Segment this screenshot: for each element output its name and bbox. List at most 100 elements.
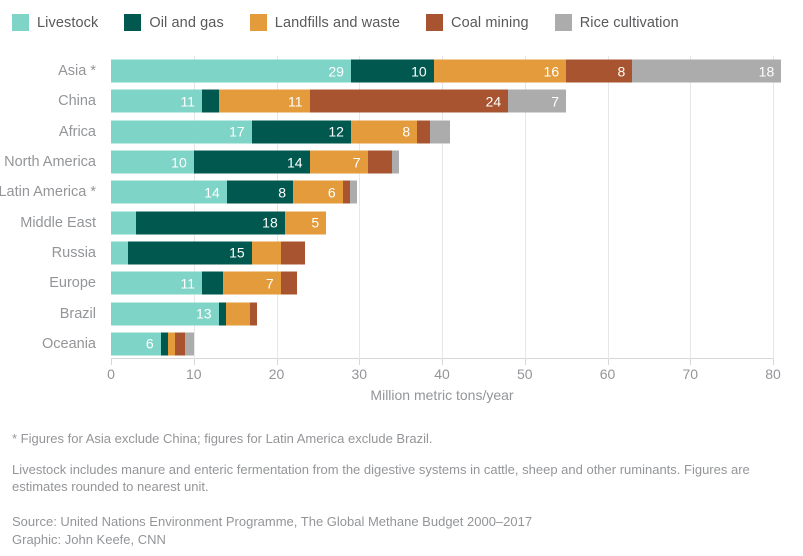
bar-segment[interactable] (202, 89, 219, 113)
bar-segment[interactable] (429, 120, 451, 144)
y-axis-category-label: Russia (51, 244, 96, 261)
bar-segment[interactable]: 11 (111, 271, 203, 295)
bar-segment[interactable]: 6 (111, 332, 161, 356)
bar-segment[interactable]: 14 (111, 180, 227, 204)
bar-segment-value: 18 (758, 63, 775, 80)
y-axis-labels: Asia * China Africa North America Latin Amer… (0, 56, 104, 359)
bar-segment[interactable]: 14 (193, 150, 310, 174)
bar-segment[interactable] (417, 120, 430, 144)
bar-segment[interactable] (342, 180, 350, 204)
bar-segment[interactable]: 5 (284, 211, 327, 235)
bar-segment-value: 11 (180, 275, 196, 292)
bar-segment[interactable] (111, 211, 136, 235)
bar-segment-value: 11 (180, 93, 196, 110)
bar-segment-value: 13 (195, 305, 212, 322)
bar-row[interactable]: 17 12 8 (111, 120, 451, 144)
legend-item-label: Oil and gas (149, 14, 224, 31)
bar-segment[interactable]: 6 (293, 180, 343, 204)
gridline (773, 56, 774, 359)
bar-segment[interactable]: 10 (350, 59, 434, 83)
gridline (607, 56, 609, 359)
legend-item-livestock[interactable]: Livestock (12, 14, 98, 31)
legend-item-label: Rice cultivation (579, 14, 679, 31)
bar-segment[interactable]: 8 (350, 120, 418, 144)
y-axis-category-label: Europe (49, 275, 96, 292)
bar-segment[interactable] (160, 332, 168, 356)
bar-segment[interactable] (225, 302, 251, 326)
bar-row[interactable]: 15 (111, 241, 306, 265)
bar-segment[interactable]: 12 (251, 120, 351, 144)
bar-segment[interactable] (349, 180, 357, 204)
x-axis-tick-label: 10 (185, 366, 202, 382)
bar-segment[interactable]: 18 (632, 59, 782, 83)
bar-segment[interactable] (392, 150, 400, 174)
bar-segment[interactable] (184, 332, 195, 356)
bar-row[interactable]: 18 5 (111, 211, 327, 235)
bar-segment[interactable]: 17 (111, 120, 252, 144)
y-axis-category-label: Middle East (20, 214, 96, 231)
bar-segment[interactable]: 16 (433, 59, 567, 83)
x-axis-tick-mark (193, 359, 195, 365)
legend-swatch-icon (12, 14, 29, 31)
bar-segment[interactable]: 8 (566, 59, 633, 83)
bar-segment[interactable] (111, 241, 128, 265)
gridline (359, 56, 361, 359)
bar-segment[interactable] (167, 332, 175, 356)
legend-item-landfills-and-waste[interactable]: Landfills and waste (249, 14, 400, 31)
legend-swatch-icon (426, 14, 444, 31)
bar-segment[interactable]: 7 (309, 150, 368, 174)
bar-segment[interactable]: 24 (309, 89, 509, 113)
bar-segment[interactable] (280, 271, 298, 295)
bar-segment[interactable]: 18 (135, 211, 285, 235)
bar-row[interactable]: 29 10 16 8 18 (111, 59, 782, 83)
bar-segment[interactable] (250, 302, 258, 326)
bar-segment[interactable]: 8 (226, 180, 294, 204)
bar-segment[interactable] (251, 241, 281, 265)
bar-segment-value: 7 (352, 154, 361, 171)
bar-segment[interactable]: 7 (508, 89, 567, 113)
bar-segment-value: 5 (311, 214, 320, 231)
bar-segment[interactable] (218, 302, 226, 326)
bar-segment-value: 17 (229, 123, 245, 140)
chart-legend: Livestock Oil and gas Landfills and waste C… (12, 14, 705, 31)
bar-segment[interactable]: 11 (218, 89, 310, 113)
bar-segment[interactable]: 10 (111, 150, 194, 174)
bar-segment-value: 24 (485, 93, 502, 110)
y-axis-category-label: Asia * (58, 63, 96, 80)
x-axis-tick-label: 20 (268, 366, 285, 382)
legend-item-coal-mining[interactable]: Coal mining (426, 14, 529, 31)
bar-segment-value: 14 (204, 184, 220, 201)
bar-row[interactable]: 11 11 24 7 (111, 89, 567, 113)
bar-segment[interactable]: 15 (127, 241, 252, 265)
bar-segment[interactable] (280, 241, 306, 265)
x-axis-tick-label: 30 (351, 366, 368, 382)
gridline (690, 56, 692, 359)
bar-segment[interactable]: 11 (111, 89, 203, 113)
bar-segment-value: 7 (265, 275, 274, 292)
bar-segment[interactable] (367, 150, 393, 174)
legend-swatch-icon (554, 14, 572, 31)
bar-segment[interactable]: 13 (111, 302, 219, 326)
note-livestock-definition: Livestock includes manure and enteric fe… (12, 462, 750, 494)
legend-item-oil-and-gas[interactable]: Oil and gas (124, 14, 224, 31)
legend-swatch-icon (249, 14, 267, 31)
bar-segment[interactable] (174, 332, 185, 356)
bar-row[interactable]: 11 7 (111, 271, 298, 295)
footnote-asterisk: * Figures for Asia exclude China; figure… (12, 431, 433, 446)
x-axis-tick-label: 0 (107, 366, 115, 382)
bar-segment[interactable]: 29 (111, 59, 351, 83)
bar-row[interactable]: 13 (111, 302, 258, 326)
bar-segment-value: 16 (543, 63, 560, 80)
bar-row[interactable]: 10 14 7 (111, 150, 400, 174)
bar-segment-value: 10 (411, 63, 427, 80)
bar-segment-value: 8 (278, 184, 287, 201)
bar-segment[interactable] (202, 271, 223, 295)
legend-item-rice-cultivation[interactable]: Rice cultivation (554, 14, 679, 31)
note-graphic-credit: Graphic: John Keefe, CNN (12, 532, 166, 547)
bar-row[interactable]: 14 8 6 (111, 180, 357, 204)
bar-row[interactable]: 6 (111, 332, 195, 356)
gridline (193, 56, 195, 359)
x-axis-tick-label: 50 (516, 366, 533, 382)
x-axis-title: Million metric tons/year (370, 387, 514, 403)
bar-segment[interactable]: 7 (222, 271, 281, 295)
